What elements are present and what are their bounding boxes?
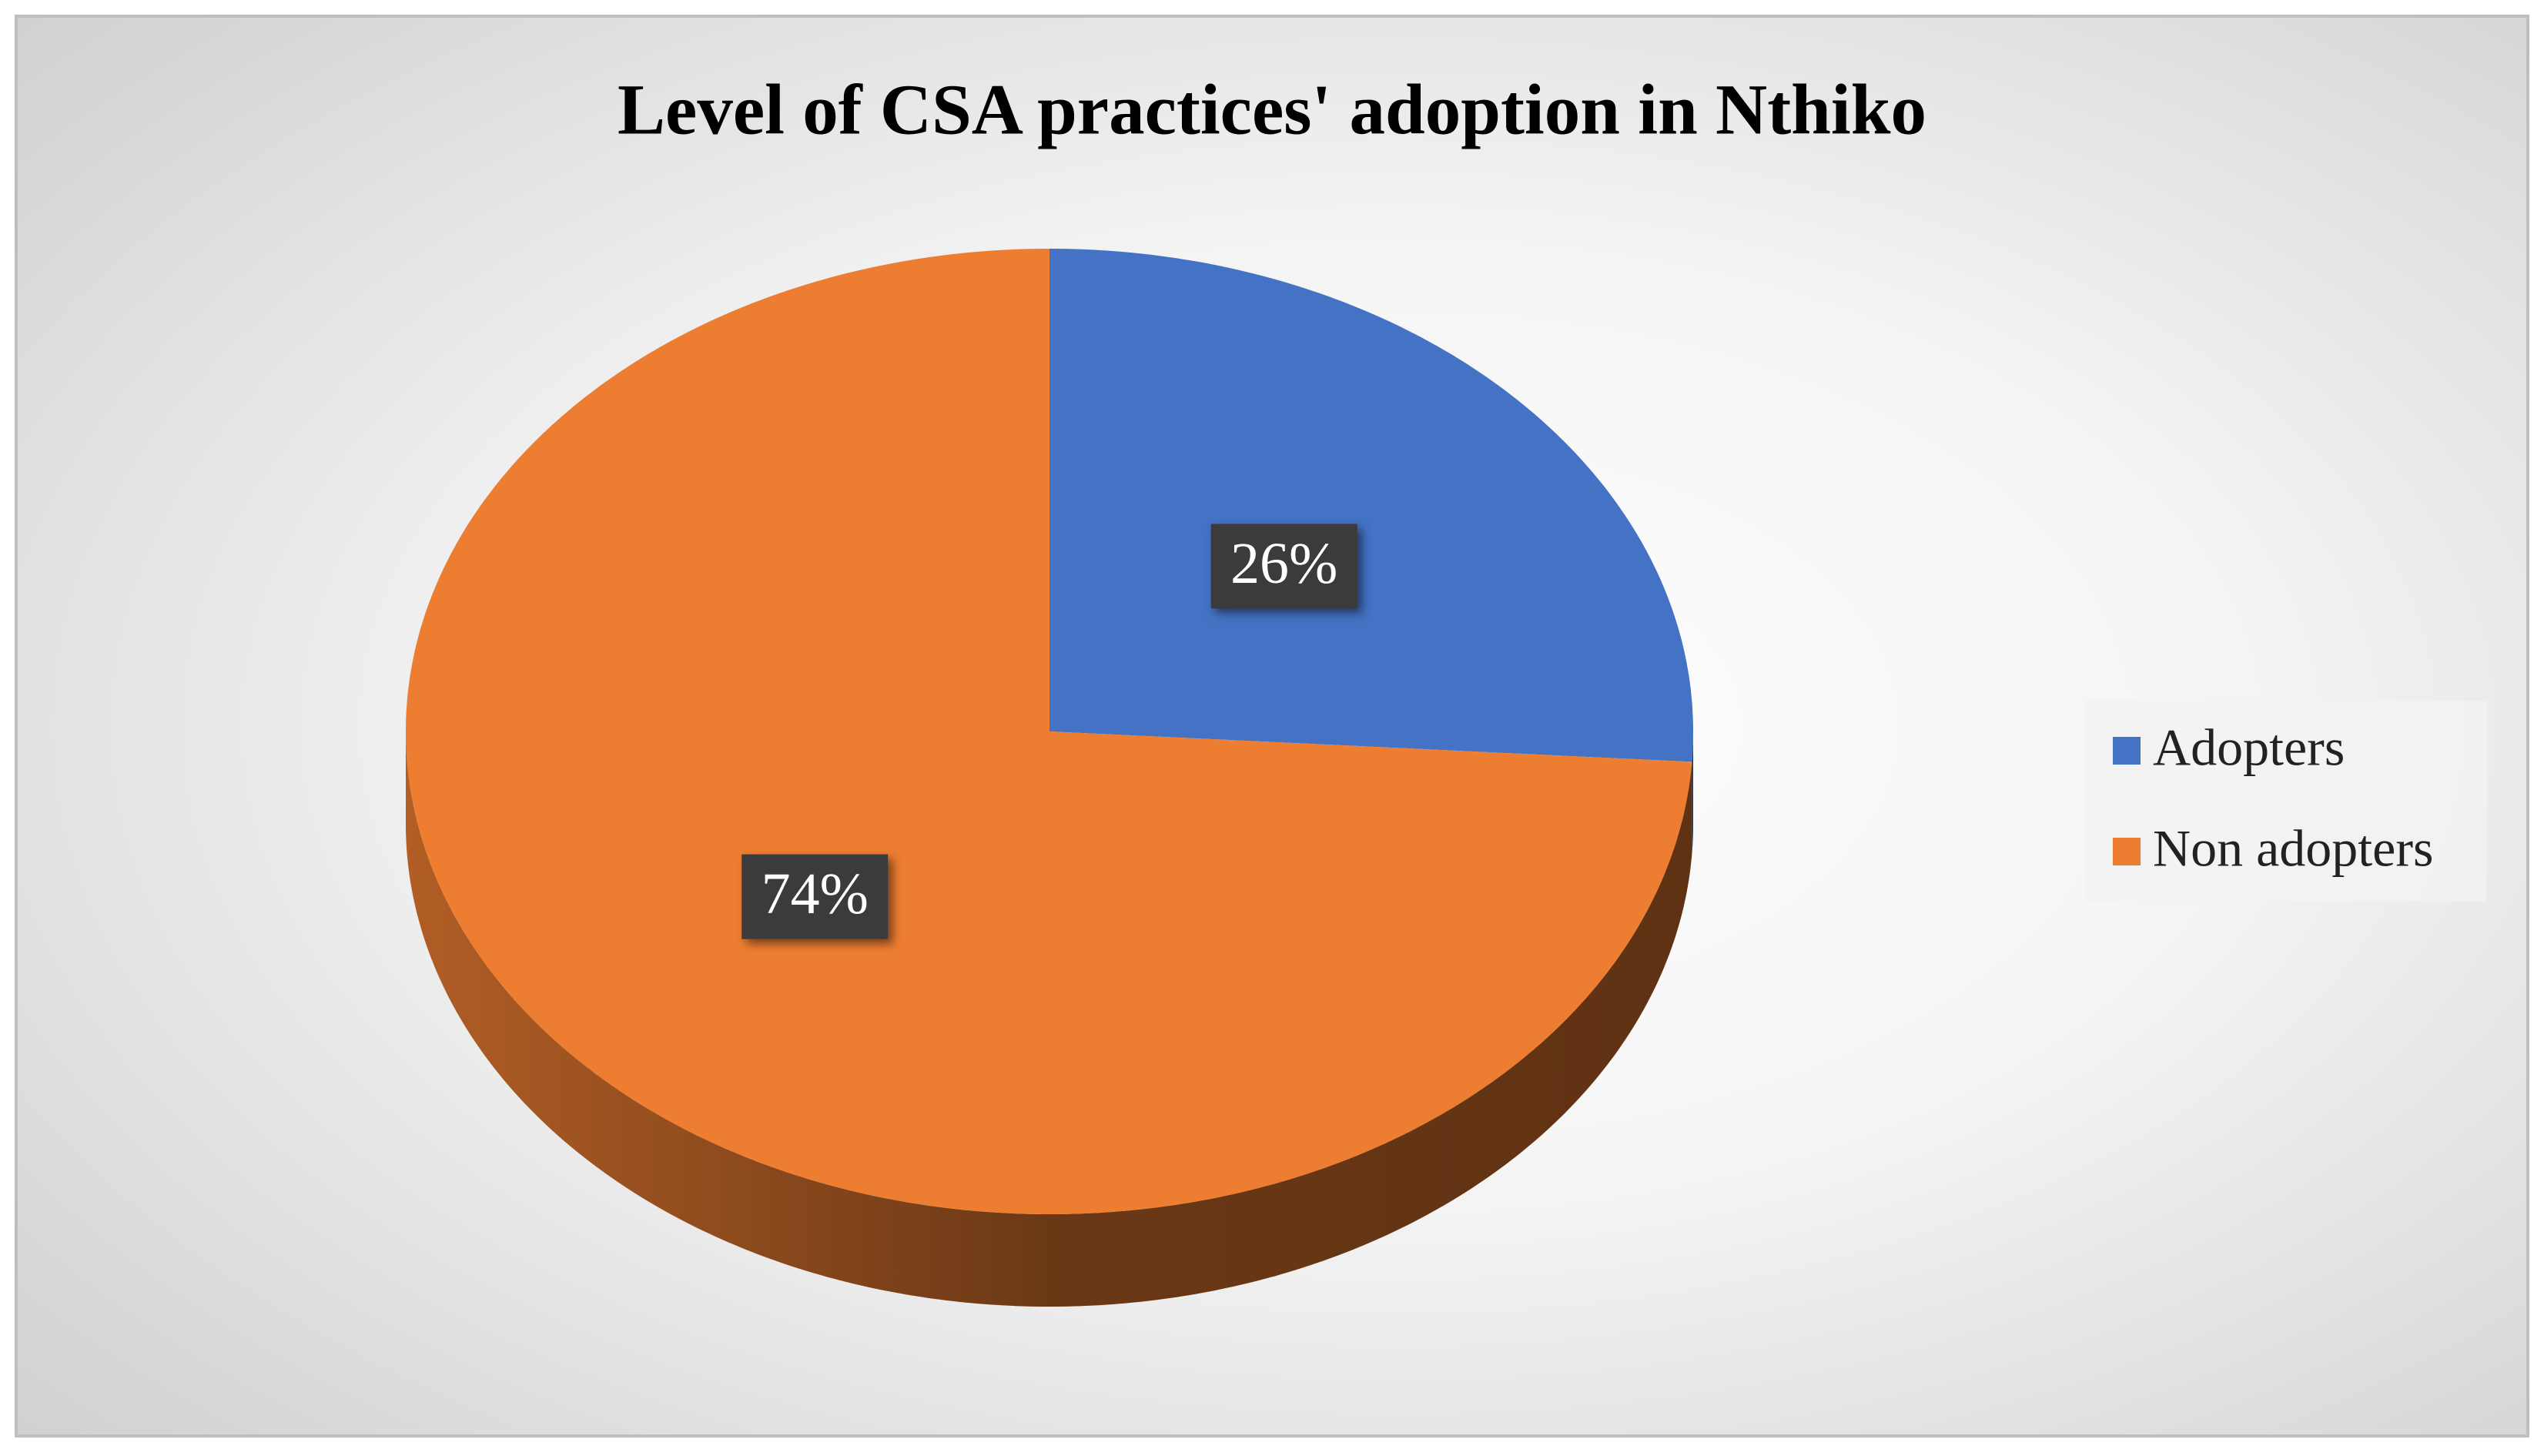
data-label: 74% (762, 862, 869, 926)
legend-label: Non adopters (2153, 819, 2433, 878)
pie-slice (406, 249, 1692, 1214)
pie-slice (1049, 249, 1693, 762)
legend-swatch (2113, 838, 2141, 865)
legend-label: Adopters (2153, 718, 2345, 777)
legend-box (2084, 701, 2487, 902)
pie-side-shade (1692, 731, 1693, 855)
chart-title: Level of CSA practices' adoption in Nthi… (618, 70, 1926, 149)
legend-swatch (2113, 737, 2141, 765)
data-label-box (1210, 524, 1357, 609)
pie-side-shade (406, 731, 1692, 1307)
data-label-box (741, 854, 889, 939)
data-label: 26% (1230, 531, 1337, 596)
